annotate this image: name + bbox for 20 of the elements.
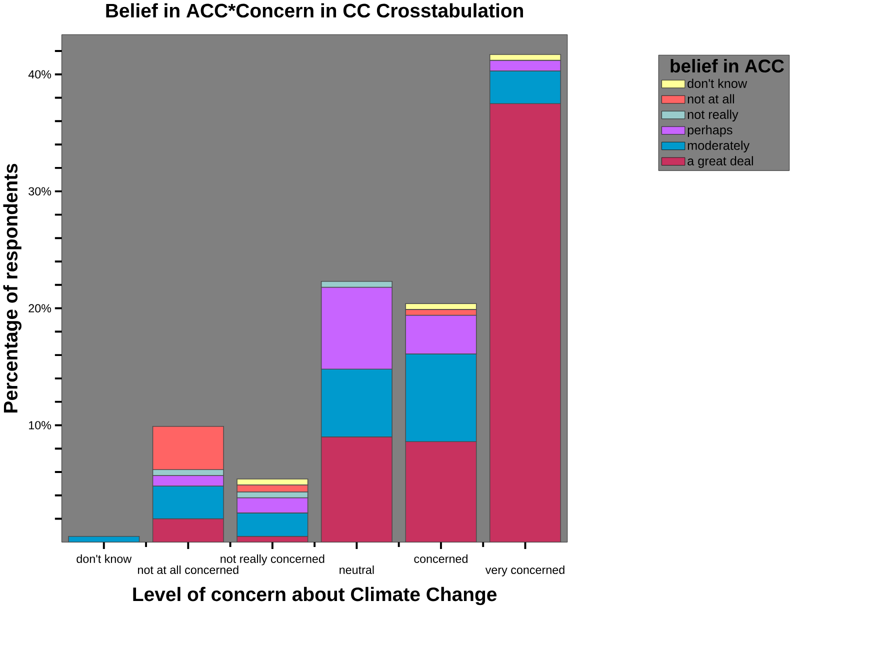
legend-label: not really (688, 110, 738, 122)
y-axis-title: Percentage of respondents (3, 164, 22, 412)
y-tick-label: 30% (28, 187, 52, 196)
y-tick-label: 20% (28, 304, 52, 312)
x-tick-label: concerned (414, 554, 468, 563)
legend-label: a great deal (688, 156, 753, 168)
y-tick-label: 10% (29, 420, 52, 430)
legend-title: belief in ACC (670, 58, 784, 72)
x-tick-label: don't know (76, 554, 132, 563)
legend-label: moderately (688, 140, 750, 152)
x-axis-title: Level of concern about Climate Change (133, 586, 497, 605)
x-tick-label: not at all concerned (138, 565, 238, 574)
x-tick-label: not really concerned (220, 554, 324, 566)
legend-label: not at all (688, 94, 734, 104)
chart-title: Belief in ACC*Concern in CC Crosstabulation (106, 3, 523, 18)
y-tick-label: 40% (28, 70, 52, 78)
legend-label: don't know (688, 78, 748, 88)
x-tick-label: very concerned (485, 565, 564, 576)
legend-label: perhaps (688, 125, 732, 137)
x-tick-label: neutral (340, 565, 374, 574)
